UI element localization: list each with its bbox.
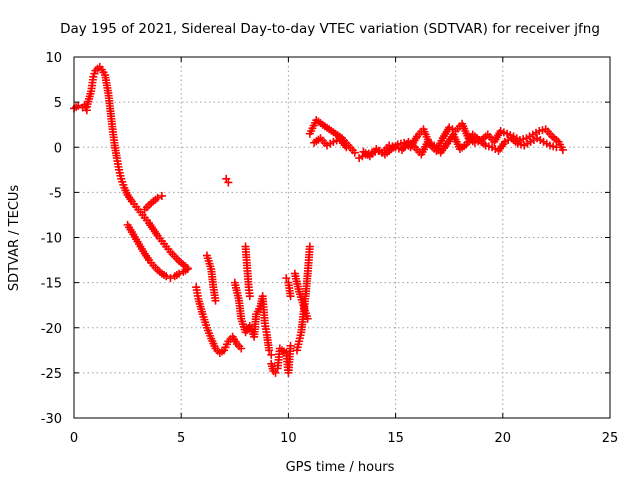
y-tick-label: -15 [41, 277, 62, 292]
axis-ticks: 0 5 10 15 20 25 10 5 0 -5 -10 -15 -20 -25 -30 [41, 51, 619, 446]
series-pass-d [140, 191, 166, 214]
series-pass-f [202, 251, 220, 305]
y-tick-label: 10 [45, 51, 62, 66]
series-pass-e [192, 283, 246, 358]
series-pass-h [230, 278, 276, 359]
y-tick-label: -30 [41, 412, 62, 427]
data-point [224, 178, 233, 187]
data-point [350, 148, 359, 157]
y-axis-label: SDTVAR / TECUs [7, 185, 22, 292]
x-tick-label: 10 [280, 431, 297, 446]
y-tick-label: -20 [41, 322, 62, 337]
data-point [74, 101, 83, 110]
data-point [237, 344, 246, 353]
series-pass-j [267, 341, 295, 377]
data-point [265, 346, 274, 355]
series-pass-c [123, 220, 192, 283]
data-point [286, 341, 295, 350]
data-point [552, 143, 561, 152]
data-point [175, 269, 184, 278]
series-pass-p [355, 119, 567, 163]
data-point [342, 143, 351, 152]
series-pass-q [359, 130, 561, 161]
series-pass-b [82, 62, 192, 273]
y-tick-label: -25 [41, 367, 62, 382]
x-tick-label: 25 [602, 431, 619, 446]
y-tick-label: -10 [41, 232, 62, 247]
data-point [157, 191, 166, 200]
data-point [305, 242, 314, 251]
series-pass-l [292, 242, 314, 355]
series-pass-g [222, 174, 233, 187]
data-marks [70, 62, 567, 377]
x-tick-label: 5 [177, 431, 185, 446]
series-pass-i [241, 242, 254, 301]
data-point [271, 368, 280, 377]
data-point [183, 265, 192, 274]
data-point [303, 314, 312, 323]
grid [74, 57, 610, 418]
series-pass-o [310, 134, 351, 152]
data-point [282, 274, 291, 283]
x-tick-label: 0 [70, 431, 78, 446]
series-pass-n [305, 116, 359, 157]
y-tick-label: -5 [49, 186, 62, 201]
series-pass-m [290, 269, 312, 323]
series-pass-k [282, 274, 295, 301]
data-point [245, 292, 254, 301]
x-axis-label: GPS time / hours [286, 460, 395, 475]
data-point [162, 272, 171, 281]
x-tick-label: 20 [495, 431, 512, 446]
data-point [211, 296, 220, 305]
data-point [558, 145, 567, 154]
chart-title: Day 195 of 2021, Sidereal Day-to-day VTE… [60, 21, 600, 37]
data-point [153, 193, 162, 202]
data-point [267, 350, 276, 359]
data-point [286, 292, 295, 301]
x-tick-label: 15 [387, 431, 404, 446]
y-tick-label: 0 [54, 141, 62, 156]
data-point [166, 274, 175, 283]
y-tick-label: 5 [54, 96, 62, 111]
